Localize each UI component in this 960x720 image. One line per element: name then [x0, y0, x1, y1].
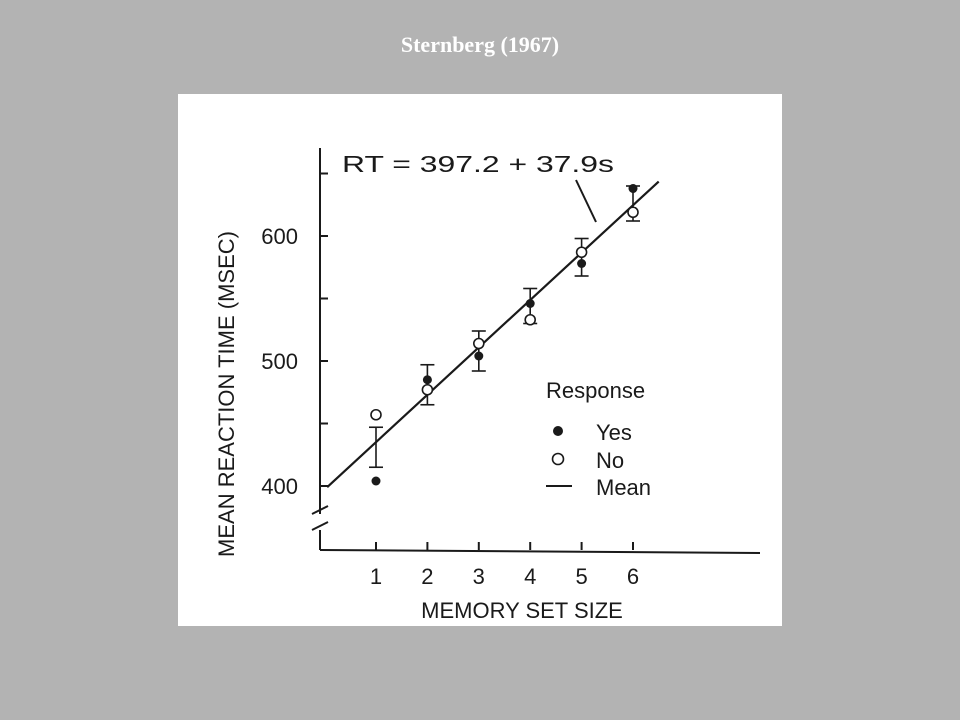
x-tick-label: 3: [473, 564, 485, 589]
data-point-no: [524, 313, 537, 326]
chart-figure: 400 500 600 1 2 3 4 5 6 MEAN REACTION TIME (MSE…: [178, 94, 782, 626]
x-tick-label: 6: [627, 564, 639, 589]
data-point-yes: [628, 184, 638, 193]
equation-pointer: [575, 179, 597, 223]
x-tick-label: 4: [524, 564, 536, 589]
data-point-no: [421, 383, 434, 396]
x-axis: [319, 549, 761, 554]
legend-title: Response: [546, 378, 645, 403]
reaction-time-chart: 400 500 600 1 2 3 4 5 6 MEAN REACTION TIME (MSE…: [214, 148, 761, 623]
x-axis-label: MEMORY SET SIZE: [421, 598, 623, 623]
slide-title: Sternberg (1967): [400, 32, 560, 57]
axis-break-mark-2: [311, 521, 329, 531]
data-point-no: [627, 206, 639, 219]
x-tick-label: 5: [575, 564, 587, 589]
data-point-no: [472, 337, 485, 350]
data-point-yes: [525, 299, 535, 308]
y-tick-label: 500: [261, 349, 298, 374]
legend-mean-label: Mean: [596, 475, 651, 500]
data-point-no: [370, 408, 382, 421]
legend-no-marker: [551, 452, 565, 466]
data-point-yes: [422, 375, 432, 385]
data-point-yes: [371, 476, 381, 486]
y-tick-label: 600: [261, 224, 298, 249]
y-axis-label: MEAN REACTION TIME (MSEC): [214, 231, 239, 557]
legend: Response Yes No Mean: [546, 378, 651, 500]
data-point-yes: [577, 259, 587, 268]
x-tick-label: 1: [370, 564, 382, 589]
x-tick-label: 2: [421, 564, 433, 589]
y-tick-label: 400: [261, 474, 298, 499]
legend-yes-label: Yes: [596, 420, 632, 445]
axis-break-mark-1: [311, 505, 329, 515]
legend-yes-marker: [553, 426, 563, 436]
data-point-yes: [474, 351, 484, 361]
equation-label: RT = 397.2 + 37.9s: [342, 151, 614, 177]
mean-regression-line: [326, 180, 660, 488]
legend-no-label: No: [596, 448, 624, 473]
data-point-no: [575, 246, 588, 259]
